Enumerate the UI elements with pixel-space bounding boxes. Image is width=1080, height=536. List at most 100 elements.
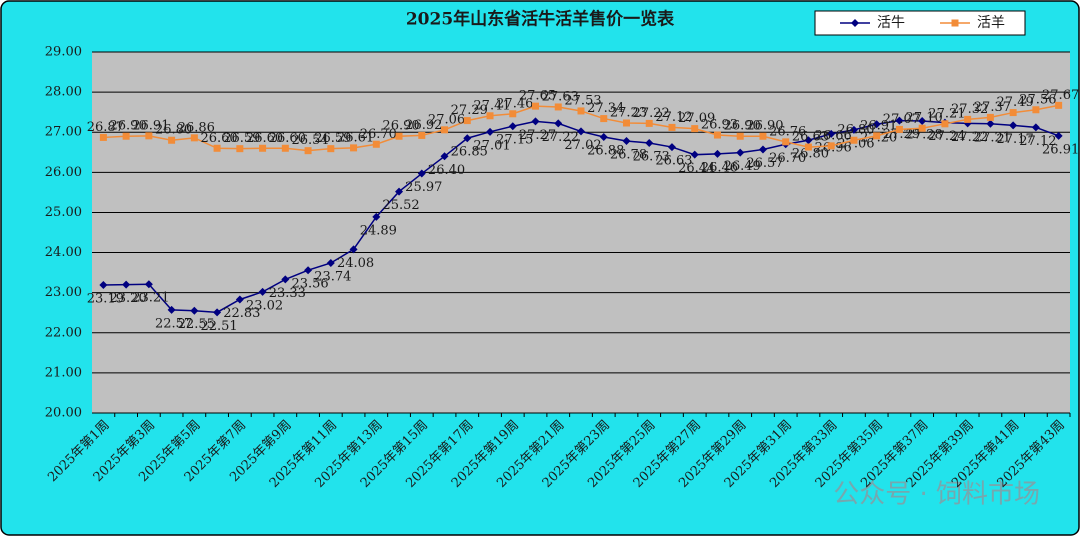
data-label: 26.54 — [291, 133, 328, 148]
data-label: 26.49 — [724, 159, 761, 174]
data-label: 27.37 — [974, 100, 1011, 115]
data-point — [167, 305, 176, 314]
data-label: 27.21 — [974, 130, 1011, 145]
data-point — [213, 308, 222, 317]
data-label: 26.63 — [792, 130, 829, 145]
data-label: 27.01 — [473, 138, 510, 153]
data-label: 26.73 — [633, 150, 670, 165]
data-label: 27.53 — [564, 93, 601, 108]
data-label: 27.23 — [610, 105, 647, 120]
data-label: 22.51 — [200, 319, 237, 334]
data-label: 24.08 — [337, 256, 374, 271]
data-point — [509, 110, 517, 118]
data-label: 26.57 — [746, 156, 783, 171]
legend-marker — [851, 19, 859, 27]
data-point — [577, 107, 585, 115]
data-point — [599, 133, 608, 142]
data-point — [326, 258, 335, 267]
data-label: 27.12 — [1019, 134, 1056, 149]
data-label: 23.21 — [132, 291, 169, 306]
data-label: 26.88 — [587, 144, 624, 159]
data-label: 27.56 — [1019, 92, 1056, 107]
data-label: 27.17 — [997, 132, 1034, 147]
data-label: 27.07 — [883, 112, 920, 127]
data-label: 23.02 — [246, 298, 283, 313]
data-label: 27.34 — [587, 101, 624, 116]
data-point — [964, 115, 972, 123]
data-point — [395, 187, 404, 196]
y-tick-label: 24.00 — [45, 245, 82, 260]
data-label: 26.59 — [314, 131, 351, 146]
data-point — [872, 120, 881, 129]
data-label: 26.66 — [815, 128, 852, 143]
data-point — [1031, 123, 1040, 132]
data-point — [667, 143, 676, 152]
data-point — [486, 112, 494, 120]
data-point — [441, 126, 449, 134]
data-point — [622, 137, 631, 146]
data-label: 26.91 — [860, 118, 897, 133]
data-label: 27.28 — [906, 127, 943, 142]
y-tick-label: 28.00 — [45, 85, 82, 100]
legend-label: 活羊 — [977, 15, 1005, 31]
data-point — [577, 127, 585, 136]
data-point — [782, 138, 790, 146]
data-point — [873, 132, 881, 140]
data-point — [1054, 131, 1063, 140]
data-point — [190, 134, 198, 142]
data-label: 26.91 — [132, 118, 169, 133]
data-label: 27.63 — [542, 89, 579, 104]
data-label: 26.80 — [792, 147, 829, 162]
data-point — [372, 140, 380, 148]
data-point — [827, 129, 836, 138]
legend-marker — [951, 19, 959, 27]
data-point — [850, 136, 858, 144]
data-point — [486, 127, 495, 136]
data-label: 27.67 — [1042, 88, 1079, 103]
data-point — [758, 145, 767, 154]
data-point — [895, 125, 903, 133]
data-point — [327, 145, 335, 153]
data-point — [804, 136, 813, 145]
data-label: 22.83 — [223, 306, 260, 321]
data-point — [941, 120, 949, 128]
watermark: 公众号 · 饲料市场 — [833, 480, 1040, 510]
data-label: 23.19 — [87, 292, 124, 307]
data-label: 27.46 — [496, 96, 533, 111]
data-point — [213, 144, 221, 152]
data-point — [463, 134, 472, 143]
data-point — [895, 116, 904, 125]
data-point — [372, 212, 381, 221]
data-label: 25.97 — [405, 180, 442, 195]
data-point — [145, 132, 153, 140]
data-point — [349, 245, 358, 254]
y-tick-label: 29.00 — [45, 45, 82, 60]
data-label: 26.60 — [200, 131, 237, 146]
data-point — [918, 116, 927, 125]
data-label: 27.12 — [655, 110, 692, 125]
data-point — [645, 119, 653, 127]
data-label: 26.60 — [269, 131, 306, 146]
legend-label: 活牛 — [877, 15, 905, 31]
data-point — [1009, 109, 1017, 117]
y-tick-label: 23.00 — [45, 285, 82, 300]
data-label: 26.46 — [701, 160, 738, 175]
data-label: 26.86 — [178, 120, 215, 135]
data-label: 27.22 — [542, 130, 579, 145]
data-point — [554, 103, 562, 111]
data-point — [554, 119, 563, 128]
data-label: 26.80 — [837, 123, 874, 138]
y-tick-label: 22.00 — [45, 325, 82, 340]
data-point — [99, 281, 108, 290]
data-label: 26.70 — [360, 127, 397, 142]
data-label: 27.65 — [519, 89, 556, 104]
data-point — [622, 119, 630, 127]
data-label: 26.91 — [1042, 142, 1079, 157]
data-point — [508, 122, 517, 131]
data-point — [440, 152, 449, 161]
data-point — [350, 144, 358, 152]
data-point — [122, 280, 131, 289]
data-label: 27.22 — [951, 130, 988, 145]
data-label: 25.52 — [382, 198, 419, 213]
